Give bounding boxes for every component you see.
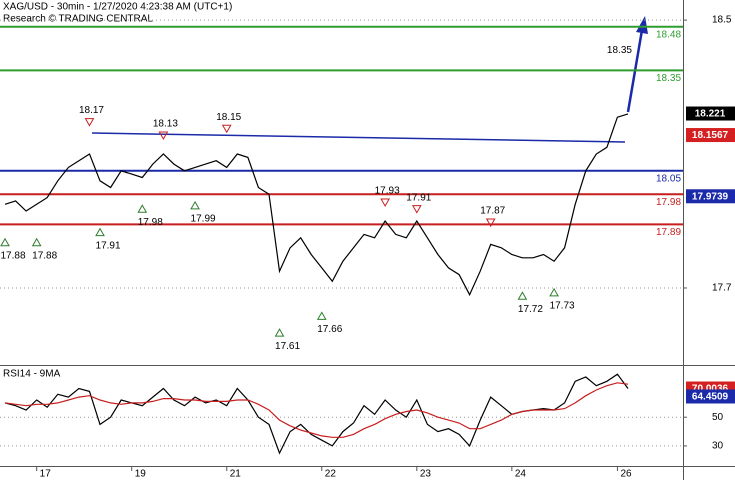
level-label: 18.05: [656, 173, 681, 184]
high-marker: [221, 124, 232, 134]
high-marker: [380, 198, 390, 207]
x-tick-label: 23: [420, 469, 432, 480]
low-marker: [95, 227, 105, 237]
low-label: 17.73: [550, 301, 575, 312]
low-label: 17.88: [32, 250, 57, 261]
high-label: 18.17: [79, 105, 104, 116]
low-marker: [137, 204, 148, 213]
high-label: 17.93: [375, 186, 400, 197]
low-marker: [274, 328, 285, 337]
x-tick-label: 21: [230, 469, 242, 480]
low-label: 17.72: [518, 304, 543, 315]
price-box-label: 17.9739: [692, 191, 729, 202]
price-box-label: 18.1567: [692, 130, 729, 141]
low-label: 17.66: [317, 324, 342, 335]
price-box-label: 64.4509: [692, 392, 729, 403]
y-tick-label: 17.7: [712, 283, 732, 294]
chart-title: XAG/USD - 30min - 1/27/2020 4:23:38 AM (…: [3, 2, 232, 13]
low-label: 17.98: [138, 217, 163, 228]
low-label: 17.88: [0, 250, 25, 261]
level-label: 17.89: [656, 227, 681, 238]
low-marker: [190, 200, 200, 210]
high-label: 18.15: [216, 112, 241, 123]
price-box: [686, 389, 735, 404]
low-marker: [549, 287, 559, 297]
trendline: [91, 132, 626, 143]
x-tick-label: 22: [325, 469, 337, 480]
series-line: [4, 382, 629, 438]
rsi-title: RSI14 - 9MA: [3, 369, 61, 380]
level-label: 18.35: [656, 73, 681, 84]
high-label: 17.91: [406, 192, 431, 203]
high-label: 18.13: [153, 119, 178, 130]
x-tick-label: 24: [515, 469, 527, 480]
y-tick-label: 30: [712, 441, 724, 452]
level-label: 18.48: [656, 29, 681, 40]
price-box-label: 70.0036: [692, 384, 729, 395]
low-label: 17.91: [96, 240, 121, 251]
low-marker: [316, 311, 327, 320]
low-marker: [31, 237, 42, 247]
price-box: [686, 189, 735, 204]
y-tick-label: 50: [712, 412, 724, 423]
high-marker: [485, 218, 496, 228]
high-marker: [158, 131, 169, 140]
high-marker: [84, 118, 95, 127]
y-tick-label: 18.5: [712, 15, 732, 26]
x-tick-label: 26: [620, 469, 632, 480]
high-label: 17.87: [480, 206, 505, 217]
high-marker: [411, 205, 422, 214]
price-box: [686, 106, 735, 121]
low-marker: [517, 291, 528, 300]
level-label: 17.98: [656, 197, 681, 208]
high-label: 18.35: [607, 45, 632, 56]
price-box-label: 18.221: [695, 109, 726, 120]
low-label: 17.99: [191, 214, 216, 225]
price-box: [686, 128, 735, 143]
low-marker: [0, 237, 10, 247]
chart-subtitle: Research © TRADING CENTRAL: [3, 14, 153, 25]
series-line: [4, 113, 629, 297]
low-label: 17.61: [275, 341, 300, 352]
x-tick-label: 17: [40, 469, 52, 480]
x-tick-label: 19: [135, 469, 147, 480]
